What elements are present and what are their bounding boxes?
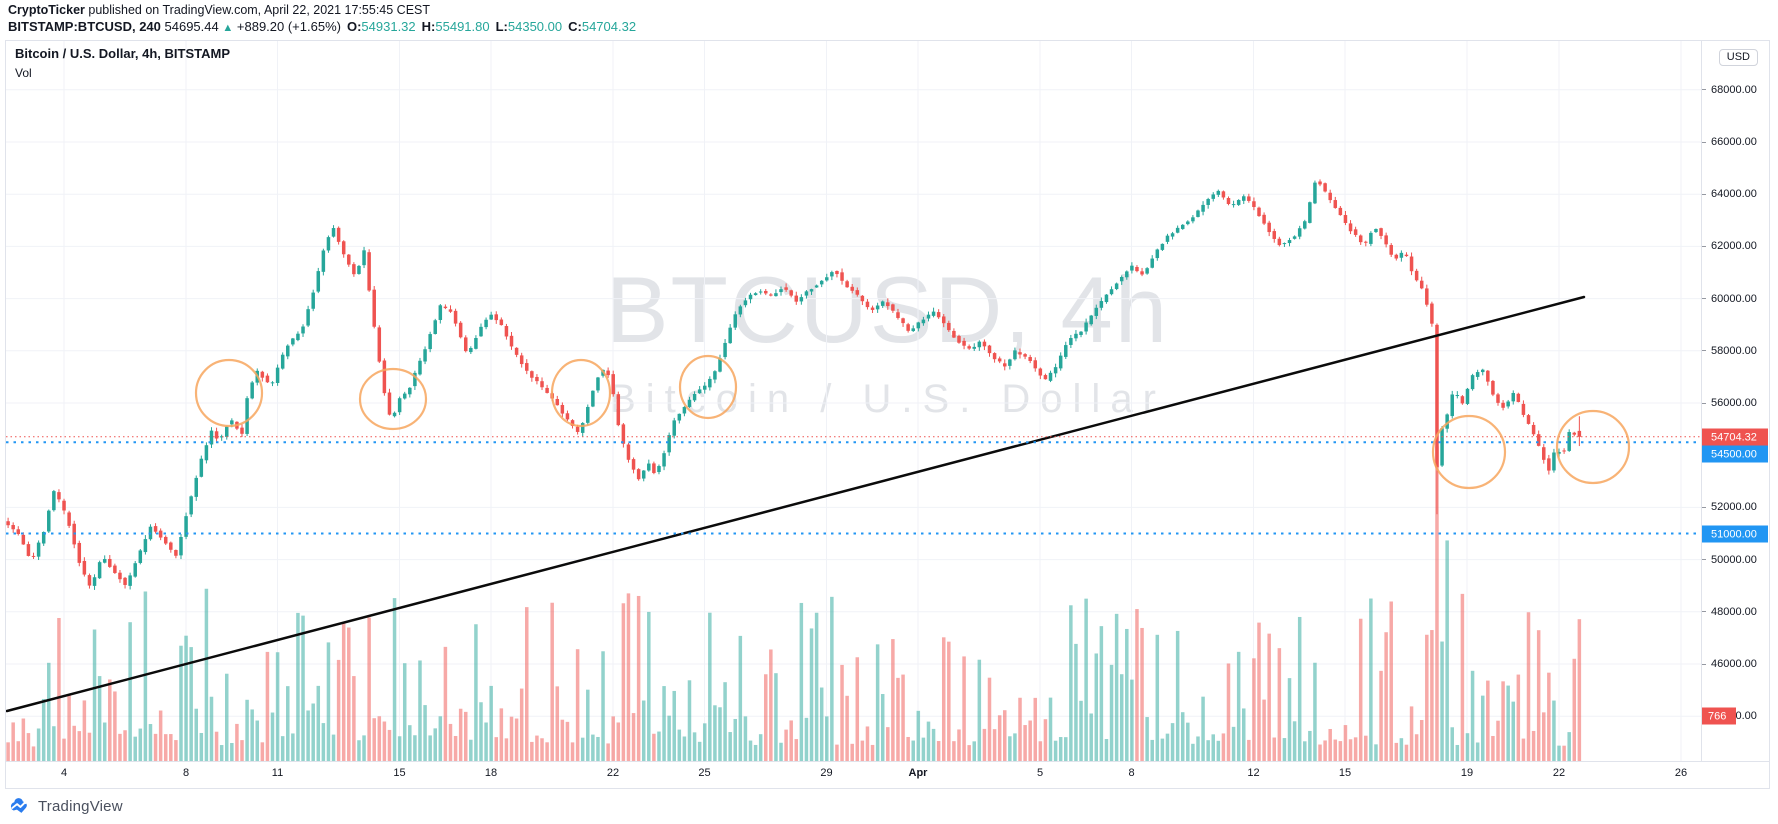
price-tick-dash: [1702, 559, 1706, 561]
time-tick-label: 5: [1036, 767, 1044, 779]
close-value: 54704.32: [581, 19, 637, 34]
time-tick-label: 22: [606, 767, 620, 779]
price-tick-label: 46000.00: [1711, 658, 1757, 670]
time-tick-label: 15: [1338, 767, 1352, 779]
price-tick-dash: [1702, 350, 1706, 352]
time-tick-label: 15: [393, 767, 406, 779]
time-tick-label: 19: [1460, 767, 1474, 779]
price-level-lines[interactable]: [6, 436, 1703, 535]
price-tick-label: 58000.00: [1711, 344, 1757, 357]
time-axis[interactable]: 4 8 11 15 18 22 25 29 Apr 5 8 12 15 19 22 26: [6, 761, 1769, 788]
up-triangle-icon: ▲: [222, 22, 234, 34]
price-tick-dash: [1702, 506, 1706, 508]
time-tick-label: 26: [1674, 767, 1688, 779]
price-tick-dash: [1702, 245, 1706, 247]
trendline[interactable]: [6, 295, 1586, 713]
publish-info: published on TradingView.com, April 22, …: [84, 3, 431, 17]
time-tick-label: Apr: [908, 767, 928, 779]
price-badge-54500.00: 54500.00: [1702, 445, 1768, 463]
price-tick-label: 50000.00: [1711, 553, 1757, 566]
price-tick-label: 56000.00: [1711, 397, 1757, 409]
price-tick-label: 68000.00: [1711, 83, 1757, 96]
close-label: C:: [568, 19, 582, 34]
price-tick-label: 64000.00: [1711, 188, 1757, 201]
time-tick-label: 25: [698, 767, 711, 779]
time-tick-label: 18: [484, 767, 498, 779]
low-label: L:: [495, 19, 508, 34]
price-badge-766: 766: [1702, 707, 1736, 725]
time-tick-label: 11: [271, 767, 284, 779]
high-label: H:: [421, 19, 436, 34]
price-axis[interactable]: USD 68000.00 66000.00 64000.00 62000.00 6000…: [1701, 41, 1769, 762]
price-badge-54704.32: 54704.32: [1702, 428, 1768, 446]
last-price: 54695.44: [164, 19, 219, 34]
series-legend[interactable]: Bitcoin / U.S. Dollar, 4h, BITSTAMP: [15, 46, 231, 61]
high-value: 55491.80: [435, 19, 490, 34]
price-tick-dash: [1702, 611, 1706, 613]
price-tick-dash: [1702, 402, 1706, 404]
candles-layer: [6, 179, 1582, 590]
time-tick-label: 12: [1247, 767, 1260, 779]
volume-legend[interactable]: Vol: [15, 66, 32, 80]
symbol-ohlc-row: BITSTAMP:BTCUSD, 240 54695.44 ▲ +889.20 …: [8, 19, 636, 34]
time-tick-label: 29: [820, 767, 833, 779]
tradingview-brand-text: TradingView: [38, 798, 123, 815]
price-tick-dash: [1702, 141, 1706, 143]
currency-badge: USD: [1718, 49, 1758, 66]
publisher-name: CryptoTicker: [8, 3, 85, 17]
publish-caption: CryptoTicker published on TradingView.co…: [8, 3, 430, 17]
price-tick-label: 66000.00: [1711, 136, 1757, 148]
low-value: 54350.00: [507, 19, 563, 34]
tradingview-logo-icon: [10, 798, 27, 813]
open-label: O:: [346, 19, 362, 34]
tradingview-footer[interactable]: TradingView: [8, 795, 123, 818]
price-tick-dash: [1702, 193, 1706, 195]
price-tick-dash: [1702, 89, 1706, 91]
price-change: +889.20 (+1.65%): [236, 19, 341, 34]
time-tick-label: 8: [1128, 767, 1135, 779]
price-tick-label: 52000.00: [1711, 501, 1757, 514]
price-tick-label: 62000.00: [1711, 240, 1757, 253]
price-badge-51000.00: 51000.00: [1702, 525, 1768, 543]
symbol-label: BITSTAMP:BTCUSD, 240: [8, 19, 161, 34]
annotation-circles[interactable]: [194, 354, 1631, 490]
price-tick-label: 60000.00: [1711, 292, 1757, 305]
chart-panel[interactable]: BTCUSD, 4h Bitcoin / U.S. Dollar Bitcoin…: [5, 40, 1770, 789]
volume-bars: [6, 446, 1582, 762]
time-tick-label: 22: [1552, 767, 1566, 779]
time-tick-label: 4: [60, 767, 68, 779]
candlestick-plot[interactable]: [6, 41, 1769, 762]
price-tick-dash: [1702, 298, 1706, 300]
time-tick-label: 8: [182, 767, 190, 779]
price-tick-dash: [1702, 663, 1706, 665]
price-tick-label: 48000.00: [1711, 605, 1757, 618]
open-value: 54931.32: [361, 19, 416, 34]
